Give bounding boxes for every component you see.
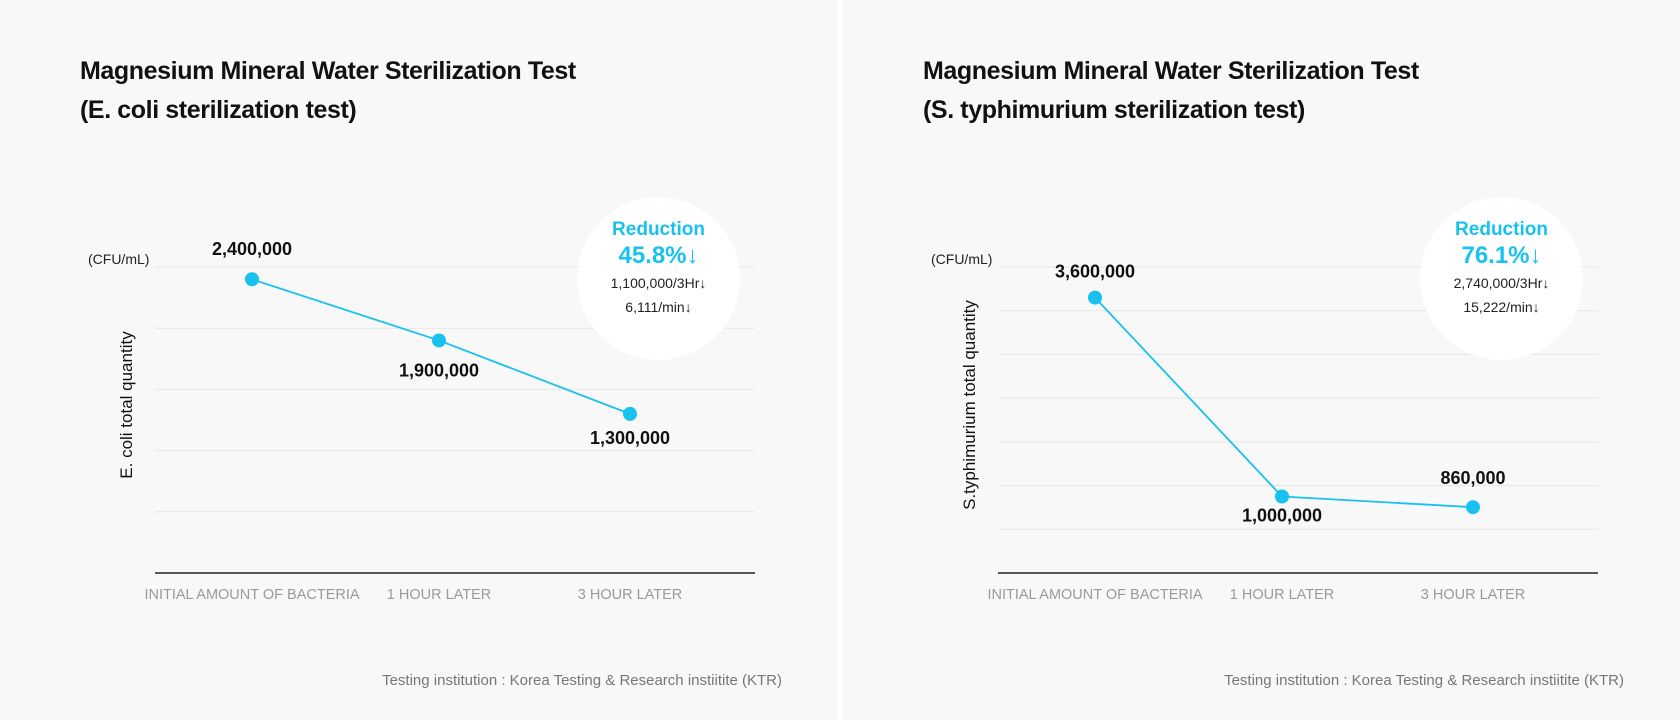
series-line <box>1094 296 1474 509</box>
reduction-per-min: 6,111/min↓ <box>625 298 692 315</box>
reduction-percent: 76.1%↓ <box>1461 241 1542 269</box>
x-tick-label: 1 HOUR LATER <box>1230 587 1334 603</box>
data-label: 1,300,000 <box>590 428 670 448</box>
source-note: Testing institution : Korea Testing & Re… <box>1224 672 1624 689</box>
reduction-per-3hr: 1,100,000/3Hr↓ <box>610 274 707 291</box>
reduction-label: Reduction <box>1455 218 1548 240</box>
chart-title-line1: Magnesium Mineral Water Sterilization Te… <box>923 57 1419 85</box>
reduction-badge: Reduction 45.8%↓ 1,100,000/3Hr↓ 6,111/mi… <box>577 197 740 360</box>
data-point <box>623 406 637 421</box>
data-label: 860,000 <box>1440 468 1505 488</box>
data-label: 1,000,000 <box>1242 506 1322 526</box>
chart-title-line2: (S. typhimurium sterilization test) <box>923 96 1305 124</box>
reduction-label: Reduction <box>612 218 705 240</box>
data-label: 1,900,000 <box>399 360 479 380</box>
data-label: 3,600,000 <box>1055 262 1135 282</box>
data-label: 2,400,000 <box>212 239 292 259</box>
panel-divider <box>838 0 843 720</box>
x-tick-label: 3 HOUR LATER <box>578 587 682 603</box>
data-point <box>1088 290 1102 305</box>
source-note: Testing institution : Korea Testing & Re… <box>382 672 782 689</box>
x-tick-label: INITIAL AMOUNT OF BACTERIA <box>987 587 1202 603</box>
typhimurium-line-chart: 3,600,000 1,000,000 860,000 INITIAL AMOUNT … <box>987 262 1598 603</box>
x-tick-label: 1 HOUR LATER <box>387 587 491 603</box>
ecoli-chart-panel: Magnesium Mineral Water Sterilization Te… <box>0 0 838 720</box>
typhimurium-chart-panel: Magnesium Mineral Water Sterilization Te… <box>843 0 1680 720</box>
reduction-percent: 45.8%↓ <box>618 241 699 269</box>
data-point <box>1466 500 1480 515</box>
unit-label: (CFU/mL) <box>88 251 150 267</box>
data-point <box>245 272 259 287</box>
x-tick-label: 3 HOUR LATER <box>1421 587 1525 603</box>
chart-title-line1: Magnesium Mineral Water Sterilization Te… <box>80 57 576 85</box>
chart-title-line2: (E. coli sterilization test) <box>80 96 357 124</box>
data-point <box>432 333 446 348</box>
x-tick-label: INITIAL AMOUNT OF BACTERIA <box>144 587 359 603</box>
reduction-badge: Reduction 76.1%↓ 2,740,000/3Hr↓ 15,222/m… <box>1420 197 1583 360</box>
reduction-per-3hr: 2,740,000/3Hr↓ <box>1453 274 1550 291</box>
chart-title: Magnesium Mineral Water Sterilization Te… <box>80 52 576 130</box>
data-point <box>1275 489 1289 504</box>
ecoli-line-chart: 2,400,000 1,900,000 1,300,000 INITIAL AMOUN… <box>144 239 755 603</box>
unit-label: (CFU/mL) <box>931 251 993 267</box>
chart-title: Magnesium Mineral Water Sterilization Te… <box>923 52 1419 130</box>
reduction-per-min: 15,222/min↓ <box>1463 298 1540 315</box>
